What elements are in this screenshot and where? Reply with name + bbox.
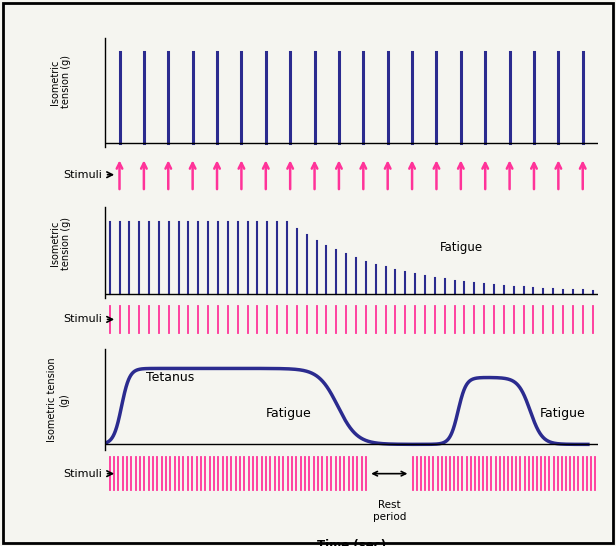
Text: Stimuli: Stimuli — [63, 314, 102, 324]
Y-axis label: Isometric tension
(g): Isometric tension (g) — [47, 358, 69, 442]
Y-axis label: Isometric
tension (g): Isometric tension (g) — [49, 217, 71, 270]
Text: (a): (a) — [342, 217, 360, 230]
Y-axis label: Isometric
tension (g): Isometric tension (g) — [49, 55, 71, 109]
Text: Stimuli: Stimuli — [63, 468, 102, 479]
Text: Fatigue: Fatigue — [540, 407, 586, 420]
Text: Time (sec): Time (sec) — [317, 539, 386, 546]
Text: Fatigue: Fatigue — [440, 241, 483, 254]
Text: (b): (b) — [342, 355, 360, 368]
Text: Rest
period: Rest period — [373, 500, 406, 522]
Text: Fatigue: Fatigue — [265, 407, 312, 420]
Text: Tetanus: Tetanus — [145, 371, 194, 384]
Text: Stimuli: Stimuli — [63, 170, 102, 180]
